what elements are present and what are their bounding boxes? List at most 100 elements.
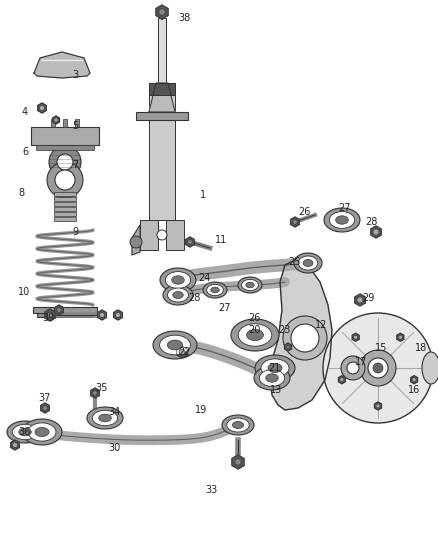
Bar (33, 307, 97, 313)
Text: 8: 8 (18, 188, 24, 198)
Bar (166, 220, 184, 250)
Ellipse shape (294, 253, 322, 273)
Ellipse shape (238, 277, 262, 293)
Circle shape (188, 240, 192, 244)
Polygon shape (339, 376, 345, 384)
Circle shape (340, 378, 344, 382)
Bar (54, 207, 76, 211)
Bar (54, 212, 76, 216)
Circle shape (179, 349, 185, 355)
Circle shape (357, 297, 363, 303)
Circle shape (376, 404, 380, 408)
Ellipse shape (22, 419, 62, 445)
Polygon shape (34, 52, 90, 78)
Ellipse shape (242, 279, 258, 290)
Ellipse shape (12, 424, 38, 440)
Circle shape (47, 162, 83, 198)
Circle shape (47, 312, 53, 318)
Polygon shape (45, 309, 55, 321)
Bar (63, 119, 67, 127)
Ellipse shape (268, 364, 282, 373)
Bar (149, 83, 175, 95)
Bar (54, 197, 76, 201)
Text: 18: 18 (415, 343, 427, 353)
Ellipse shape (227, 418, 249, 432)
Text: 4: 4 (22, 107, 28, 117)
Polygon shape (177, 346, 187, 358)
Text: 28: 28 (188, 293, 200, 303)
Circle shape (57, 154, 73, 170)
Ellipse shape (266, 374, 278, 382)
Circle shape (116, 312, 120, 318)
Circle shape (373, 363, 383, 373)
Circle shape (291, 324, 319, 352)
Ellipse shape (19, 428, 31, 436)
Ellipse shape (203, 282, 227, 298)
Polygon shape (132, 225, 140, 255)
Circle shape (235, 459, 241, 465)
Ellipse shape (159, 335, 191, 355)
Bar (158, 18, 166, 83)
Bar (37, 313, 93, 317)
Circle shape (360, 350, 396, 386)
Circle shape (323, 313, 433, 423)
Text: 25: 25 (288, 257, 300, 267)
Circle shape (293, 220, 297, 224)
Circle shape (286, 345, 290, 349)
Text: 13: 13 (270, 385, 282, 395)
Ellipse shape (247, 329, 263, 341)
Ellipse shape (231, 319, 279, 351)
Ellipse shape (211, 287, 219, 293)
Bar (140, 220, 158, 250)
Circle shape (412, 378, 416, 382)
Text: 36: 36 (18, 427, 30, 437)
Text: 26: 26 (248, 313, 260, 323)
Polygon shape (114, 310, 122, 320)
Text: 27: 27 (338, 203, 350, 213)
Polygon shape (156, 5, 168, 19)
Text: 16: 16 (408, 385, 420, 395)
Text: 29: 29 (362, 293, 374, 303)
Ellipse shape (167, 340, 183, 350)
Ellipse shape (298, 256, 318, 270)
Circle shape (43, 406, 47, 410)
Polygon shape (232, 455, 244, 469)
Circle shape (49, 146, 81, 178)
Bar (149, 83, 175, 220)
Ellipse shape (422, 352, 438, 384)
Bar (54, 202, 76, 206)
Ellipse shape (259, 369, 285, 386)
Circle shape (54, 118, 58, 122)
Ellipse shape (246, 282, 254, 288)
Text: 35: 35 (95, 383, 107, 393)
Polygon shape (411, 376, 417, 384)
Text: 12: 12 (315, 320, 327, 330)
Bar (75, 119, 79, 127)
Ellipse shape (233, 422, 244, 429)
Circle shape (347, 362, 359, 374)
Polygon shape (270, 260, 332, 410)
Ellipse shape (329, 212, 355, 229)
Ellipse shape (99, 414, 111, 422)
Text: 27: 27 (218, 303, 230, 313)
Polygon shape (53, 116, 60, 124)
Polygon shape (11, 440, 19, 450)
Text: 10: 10 (18, 287, 30, 297)
Text: 5: 5 (72, 121, 78, 131)
Circle shape (157, 230, 167, 240)
Polygon shape (355, 294, 365, 306)
Circle shape (55, 170, 75, 190)
Ellipse shape (28, 423, 56, 441)
Text: 23: 23 (278, 325, 290, 335)
Circle shape (39, 106, 45, 110)
Polygon shape (149, 83, 175, 112)
Text: 3: 3 (72, 70, 78, 80)
Circle shape (93, 391, 97, 395)
Text: 20: 20 (248, 325, 260, 335)
Polygon shape (374, 402, 381, 410)
Circle shape (373, 229, 379, 235)
Circle shape (130, 236, 142, 248)
Ellipse shape (92, 410, 117, 426)
Text: 22: 22 (178, 347, 191, 357)
Polygon shape (291, 217, 299, 227)
